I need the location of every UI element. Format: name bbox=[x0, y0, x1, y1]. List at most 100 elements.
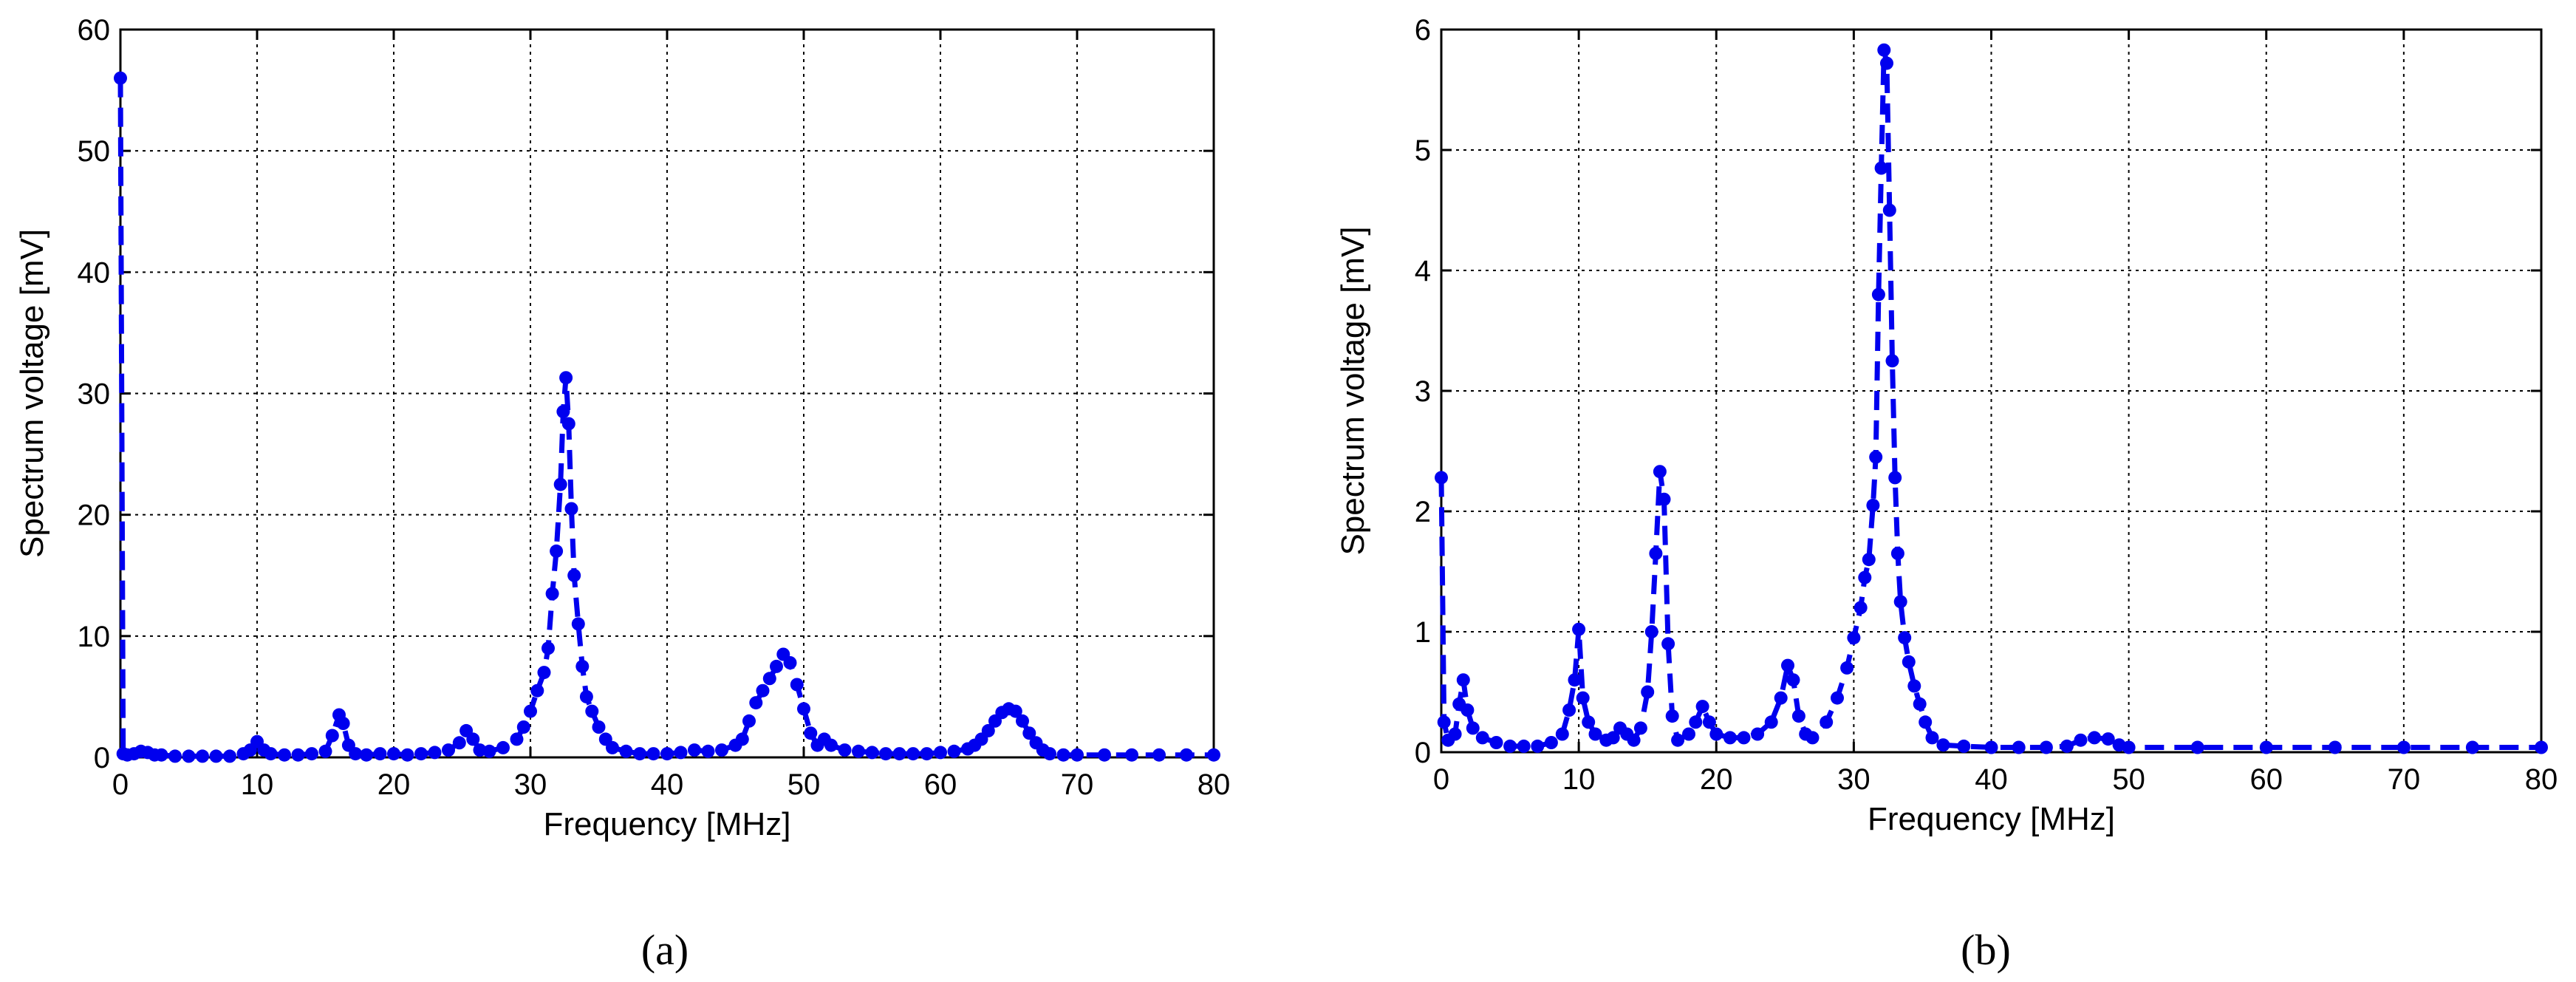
y-tick-label-a-1: 10 bbox=[78, 621, 111, 653]
data-point-b-61 bbox=[1877, 43, 1891, 57]
data-point-b-44 bbox=[1774, 691, 1788, 705]
data-point-a-50 bbox=[559, 371, 573, 385]
data-point-b-47 bbox=[1791, 709, 1805, 723]
data-point-a-52 bbox=[564, 502, 578, 516]
data-point-b-85 bbox=[2190, 740, 2204, 754]
y-tick-label-b-5: 5 bbox=[1415, 134, 1431, 167]
data-point-b-84 bbox=[2122, 740, 2136, 754]
data-point-b-70 bbox=[1907, 679, 1921, 693]
data-point-b-38 bbox=[1702, 715, 1716, 729]
data-point-a-107 bbox=[1070, 748, 1084, 762]
data-point-b-30 bbox=[1653, 465, 1667, 479]
data-point-b-56 bbox=[1862, 553, 1876, 567]
data-point-b-72 bbox=[1919, 715, 1933, 729]
data-point-a-73 bbox=[756, 683, 770, 698]
data-point-a-110 bbox=[1152, 748, 1166, 762]
data-point-a-8 bbox=[168, 749, 182, 763]
data-point-a-41 bbox=[516, 720, 530, 734]
data-point-b-63 bbox=[1882, 203, 1896, 217]
data-point-a-20 bbox=[305, 747, 318, 761]
data-point-a-51 bbox=[561, 417, 575, 431]
data-point-a-78 bbox=[790, 678, 804, 692]
data-point-b-19 bbox=[1582, 715, 1596, 729]
data-point-a-112 bbox=[1207, 748, 1220, 762]
x-tick-label-a-2: 20 bbox=[377, 768, 411, 801]
data-point-a-63 bbox=[646, 747, 660, 761]
data-point-b-80 bbox=[2074, 733, 2088, 747]
x-tick-label-a-4: 40 bbox=[651, 768, 684, 801]
data-point-a-55 bbox=[575, 659, 590, 673]
data-point-b-75 bbox=[1957, 739, 1971, 753]
data-point-a-64 bbox=[660, 747, 674, 761]
data-point-b-32 bbox=[1661, 637, 1675, 651]
data-point-b-51 bbox=[1831, 691, 1844, 705]
data-point-b-62 bbox=[1880, 56, 1893, 70]
data-point-b-27 bbox=[1641, 685, 1655, 699]
y-tick-label-a-3: 30 bbox=[78, 378, 111, 411]
data-point-a-38 bbox=[482, 744, 496, 758]
data-point-b-64 bbox=[1885, 354, 1899, 368]
data-point-b-65 bbox=[1888, 471, 1902, 485]
data-point-b-49 bbox=[1805, 731, 1820, 745]
data-point-a-48 bbox=[553, 477, 567, 491]
data-point-a-19 bbox=[291, 748, 305, 762]
chart-panel-a: 0 10 20 30 40 50 60 70 80 0 10 20 30 40 50 60 Frequency … bbox=[14, 14, 1230, 842]
data-point-a-108 bbox=[1098, 748, 1111, 762]
y-tick-label-b-2: 2 bbox=[1415, 496, 1431, 528]
data-point-a-87 bbox=[879, 747, 892, 761]
data-point-b-29 bbox=[1649, 547, 1663, 560]
x-tick-label-b-6: 60 bbox=[2250, 763, 2283, 796]
data-point-b-52 bbox=[1840, 661, 1854, 675]
data-point-b-25 bbox=[1627, 733, 1641, 747]
data-point-a-84 bbox=[838, 743, 852, 757]
data-point-a-29 bbox=[387, 747, 400, 761]
data-point-b-66 bbox=[1890, 547, 1904, 560]
data-point-a-96 bbox=[981, 723, 995, 737]
data-point-b-77 bbox=[2012, 740, 2026, 754]
data-point-b-22 bbox=[1606, 731, 1620, 745]
y-axis-label-a: Spectrum voltage [mV] bbox=[14, 229, 50, 558]
data-point-a-30 bbox=[400, 748, 414, 762]
data-point-a-42 bbox=[524, 704, 537, 718]
data-point-b-90 bbox=[2535, 740, 2548, 754]
y-tick-label-b-4: 4 bbox=[1415, 255, 1431, 287]
data-point-a-39 bbox=[496, 740, 510, 754]
data-point-a-22 bbox=[325, 729, 339, 743]
data-point-b-6 bbox=[1460, 703, 1475, 717]
x-tick-label-a-3: 30 bbox=[514, 768, 547, 801]
data-point-a-92 bbox=[947, 744, 961, 758]
data-point-b-53 bbox=[1847, 631, 1861, 645]
data-point-a-56 bbox=[579, 689, 593, 703]
data-point-a-65 bbox=[674, 746, 688, 760]
data-point-a-27 bbox=[360, 748, 373, 762]
data-point-b-18 bbox=[1576, 691, 1590, 705]
data-point-a-10 bbox=[196, 749, 209, 763]
x-tick-label-a-6: 60 bbox=[924, 768, 957, 801]
data-point-a-71 bbox=[742, 714, 756, 728]
data-point-a-101 bbox=[1016, 714, 1029, 728]
data-point-a-70 bbox=[735, 732, 749, 746]
data-point-b-59 bbox=[1871, 287, 1885, 301]
x-tick-label-a-7: 70 bbox=[1061, 768, 1094, 801]
data-point-a-74 bbox=[762, 672, 776, 686]
data-point-a-75 bbox=[770, 659, 783, 673]
data-point-a-105 bbox=[1043, 747, 1056, 761]
data-point-b-0 bbox=[1435, 471, 1448, 485]
data-point-b-14 bbox=[1555, 727, 1569, 741]
data-point-a-53 bbox=[567, 568, 581, 582]
data-point-b-71 bbox=[1913, 697, 1927, 711]
data-point-b-41 bbox=[1737, 731, 1751, 745]
data-point-a-77 bbox=[783, 656, 797, 669]
data-point-b-57 bbox=[1866, 498, 1880, 512]
data-point-b-10 bbox=[1503, 739, 1517, 753]
x-tick-label-b-7: 70 bbox=[2388, 763, 2421, 796]
x-tick-label-a-5: 50 bbox=[788, 768, 821, 801]
y-axis-label-b: Spectrum voltage [mV] bbox=[1335, 226, 1371, 555]
data-point-a-17 bbox=[264, 747, 278, 761]
data-point-b-79 bbox=[2060, 739, 2074, 753]
x-tick-label-b-4: 40 bbox=[1975, 763, 2008, 796]
data-point-b-73 bbox=[1925, 731, 1939, 745]
caption-b: (b) bbox=[1961, 926, 2011, 974]
data-point-a-88 bbox=[892, 747, 906, 761]
